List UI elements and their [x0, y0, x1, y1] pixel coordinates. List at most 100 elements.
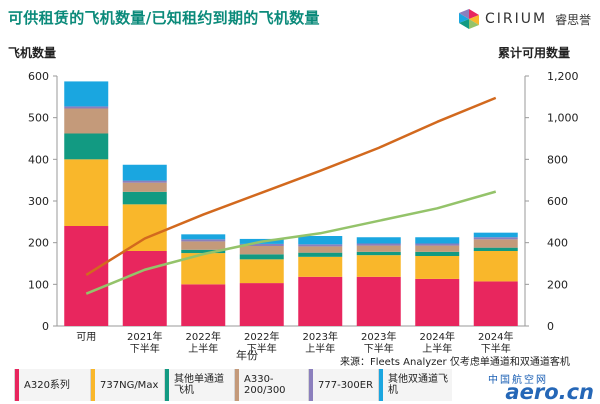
- cumulative-line-2: [85, 190, 497, 295]
- bar-segment: [64, 81, 109, 107]
- bar-segment: [473, 232, 518, 238]
- legend-label: 其他双通道飞机: [388, 374, 448, 396]
- bar-segment: [122, 164, 167, 181]
- legend-item: 737NG/Max: [90, 369, 164, 401]
- bar-segment: [122, 191, 167, 205]
- bar-segment: [122, 182, 167, 192]
- cirium-logo: CIRIUM 睿思誉: [458, 6, 591, 32]
- right-tick-label: 800: [547, 153, 568, 166]
- bar-segment: [122, 180, 167, 183]
- bar-segment: [415, 245, 460, 252]
- x-tick-label: 2024年: [478, 330, 513, 343]
- right-tick-label: 600: [547, 195, 568, 208]
- bar-segment: [64, 108, 109, 134]
- bar-segment: [473, 247, 518, 251]
- brand-name-cn: 睿思誉: [555, 12, 592, 27]
- bar-segment: [473, 251, 518, 282]
- bar-segment: [473, 281, 518, 326]
- left-tick-label: 500: [28, 112, 49, 125]
- bar-segment: [298, 246, 343, 253]
- bar-segment: [356, 243, 401, 246]
- legend-item: A330-200/300: [234, 369, 308, 401]
- watermark: aero.cn: [505, 380, 594, 404]
- legend-item: 其他单通道飞机: [164, 369, 234, 401]
- right-tick-label: 1,000: [547, 112, 579, 125]
- bar-segment: [239, 254, 284, 260]
- bar-segment: [473, 239, 518, 248]
- bar-segment: [298, 236, 343, 245]
- bar-segment: [356, 251, 401, 256]
- bar-segment: [356, 276, 401, 326]
- left-tick-label: 400: [28, 153, 49, 166]
- bar-segment: [64, 133, 109, 160]
- bar-segment: [473, 237, 518, 240]
- chart-title: 可供租赁的飞机数量/已知租约到期的飞机数量: [8, 9, 320, 27]
- legend-label: 其他单通道飞机: [174, 374, 224, 396]
- left-tick-label: 200: [28, 237, 49, 250]
- x-tick-label: 2022年: [186, 330, 221, 343]
- legend-swatch: [379, 369, 383, 401]
- right-tick-label: 1,200: [547, 70, 579, 83]
- x-tick-label: 上半年: [188, 342, 218, 355]
- bar-segment: [356, 255, 401, 277]
- bar-segment: [415, 278, 460, 326]
- left-tick-label: 300: [28, 195, 49, 208]
- x-tick-label: 下半年: [364, 342, 394, 355]
- x-tick-label: 上半年: [422, 342, 452, 355]
- watermark-cn: 中国航空网: [488, 375, 548, 386]
- legend-swatch: [165, 369, 169, 401]
- bar-segment: [64, 106, 109, 109]
- bar-segment: [64, 159, 109, 226]
- bar-segment: [415, 251, 460, 256]
- left-tick-label: 100: [28, 278, 49, 291]
- legend-item: A320系列: [14, 369, 90, 401]
- x-tick-label: 下半年: [130, 342, 160, 355]
- legend-swatch: [309, 369, 313, 401]
- x-tick-label: 可用: [76, 332, 96, 343]
- bar-segment: [298, 276, 343, 326]
- bar-segment: [298, 256, 343, 277]
- x-tick-label: 下半年: [247, 342, 277, 355]
- legend-label: 777-300ER: [318, 379, 374, 391]
- x-tick-label: 2021年: [127, 330, 162, 343]
- legend-item: 777-300ER: [308, 369, 378, 401]
- bar-segment: [415, 243, 460, 246]
- right-tick-label: 400: [547, 237, 568, 250]
- x-tick-label: 2022年: [244, 330, 279, 343]
- bar-segment: [122, 204, 167, 251]
- bar-segment: [415, 256, 460, 279]
- bar-segment: [239, 246, 284, 255]
- x-tick-label: 2024年: [420, 330, 455, 343]
- bar-segment: [356, 245, 401, 252]
- x-axis-label: 年份: [236, 348, 258, 362]
- left-tick-label: 600: [28, 70, 49, 83]
- bar-segment: [181, 249, 226, 254]
- bar-segment: [181, 284, 226, 326]
- x-tick-label: 2023年: [303, 330, 338, 343]
- x-tick-label: 2023年: [361, 330, 396, 343]
- right-axis-label: 累计可用数量: [497, 46, 570, 60]
- bar-segment: [298, 252, 343, 257]
- legend-swatch: [235, 369, 239, 401]
- cumulative-line-1: [85, 96, 497, 277]
- legend-swatch: [15, 369, 19, 401]
- source-note: 来源：Fleets Analyzer 仅考虑单通道和双通道客机: [340, 357, 570, 368]
- right-tick-label: 0: [547, 320, 554, 333]
- bar-segment: [239, 259, 284, 284]
- bar-segment: [239, 283, 284, 326]
- legend-label: A330-200/300: [244, 374, 286, 396]
- left-axis-label: 飞机数量: [8, 46, 57, 60]
- bar-segment: [181, 239, 226, 242]
- legend-item: 其他双通道飞机: [378, 369, 452, 401]
- bar-segment: [64, 226, 109, 326]
- legend-label: A320系列: [24, 379, 70, 391]
- legend-label: 737NG/Max: [100, 379, 159, 391]
- x-tick-label: 上半年: [305, 342, 335, 355]
- legend-swatch: [91, 369, 95, 401]
- x-tick-label: 下半年: [481, 342, 511, 355]
- brand-name: CIRIUM: [485, 11, 548, 27]
- bar-segment: [181, 234, 226, 240]
- bar-segment: [122, 251, 167, 326]
- bar-segment: [239, 243, 284, 246]
